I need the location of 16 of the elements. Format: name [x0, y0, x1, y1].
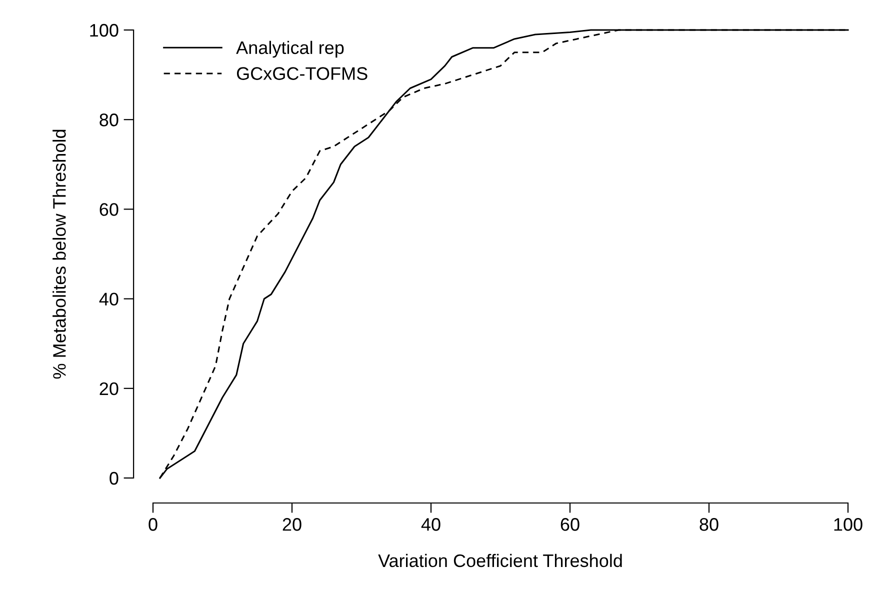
x-tick-label: 20	[282, 518, 302, 531]
y-tick-label: 100	[90, 24, 118, 37]
y-axis-title: % Metabolites below Threshold	[52, 130, 66, 379]
legend-label: Analytical rep	[236, 40, 344, 58]
y-tick-label: 40	[99, 292, 118, 306]
x-tick-label: 0	[148, 518, 158, 531]
y-tick-label: 80	[100, 114, 118, 126]
y-tick-label: 20	[100, 382, 118, 396]
x-axis-title: Variation Coefficient Threshold	[378, 554, 622, 568]
x-tick-label: 100	[834, 518, 862, 531]
y-tick-label: 60	[100, 203, 118, 216]
legend-label: GCxGC-TOFMS	[236, 67, 368, 80]
y-tick-label: 0	[110, 472, 118, 485]
x-tick-label: 40	[421, 518, 440, 531]
x-tick-label: 60	[560, 518, 580, 531]
x-tick-label: 80	[700, 518, 718, 531]
